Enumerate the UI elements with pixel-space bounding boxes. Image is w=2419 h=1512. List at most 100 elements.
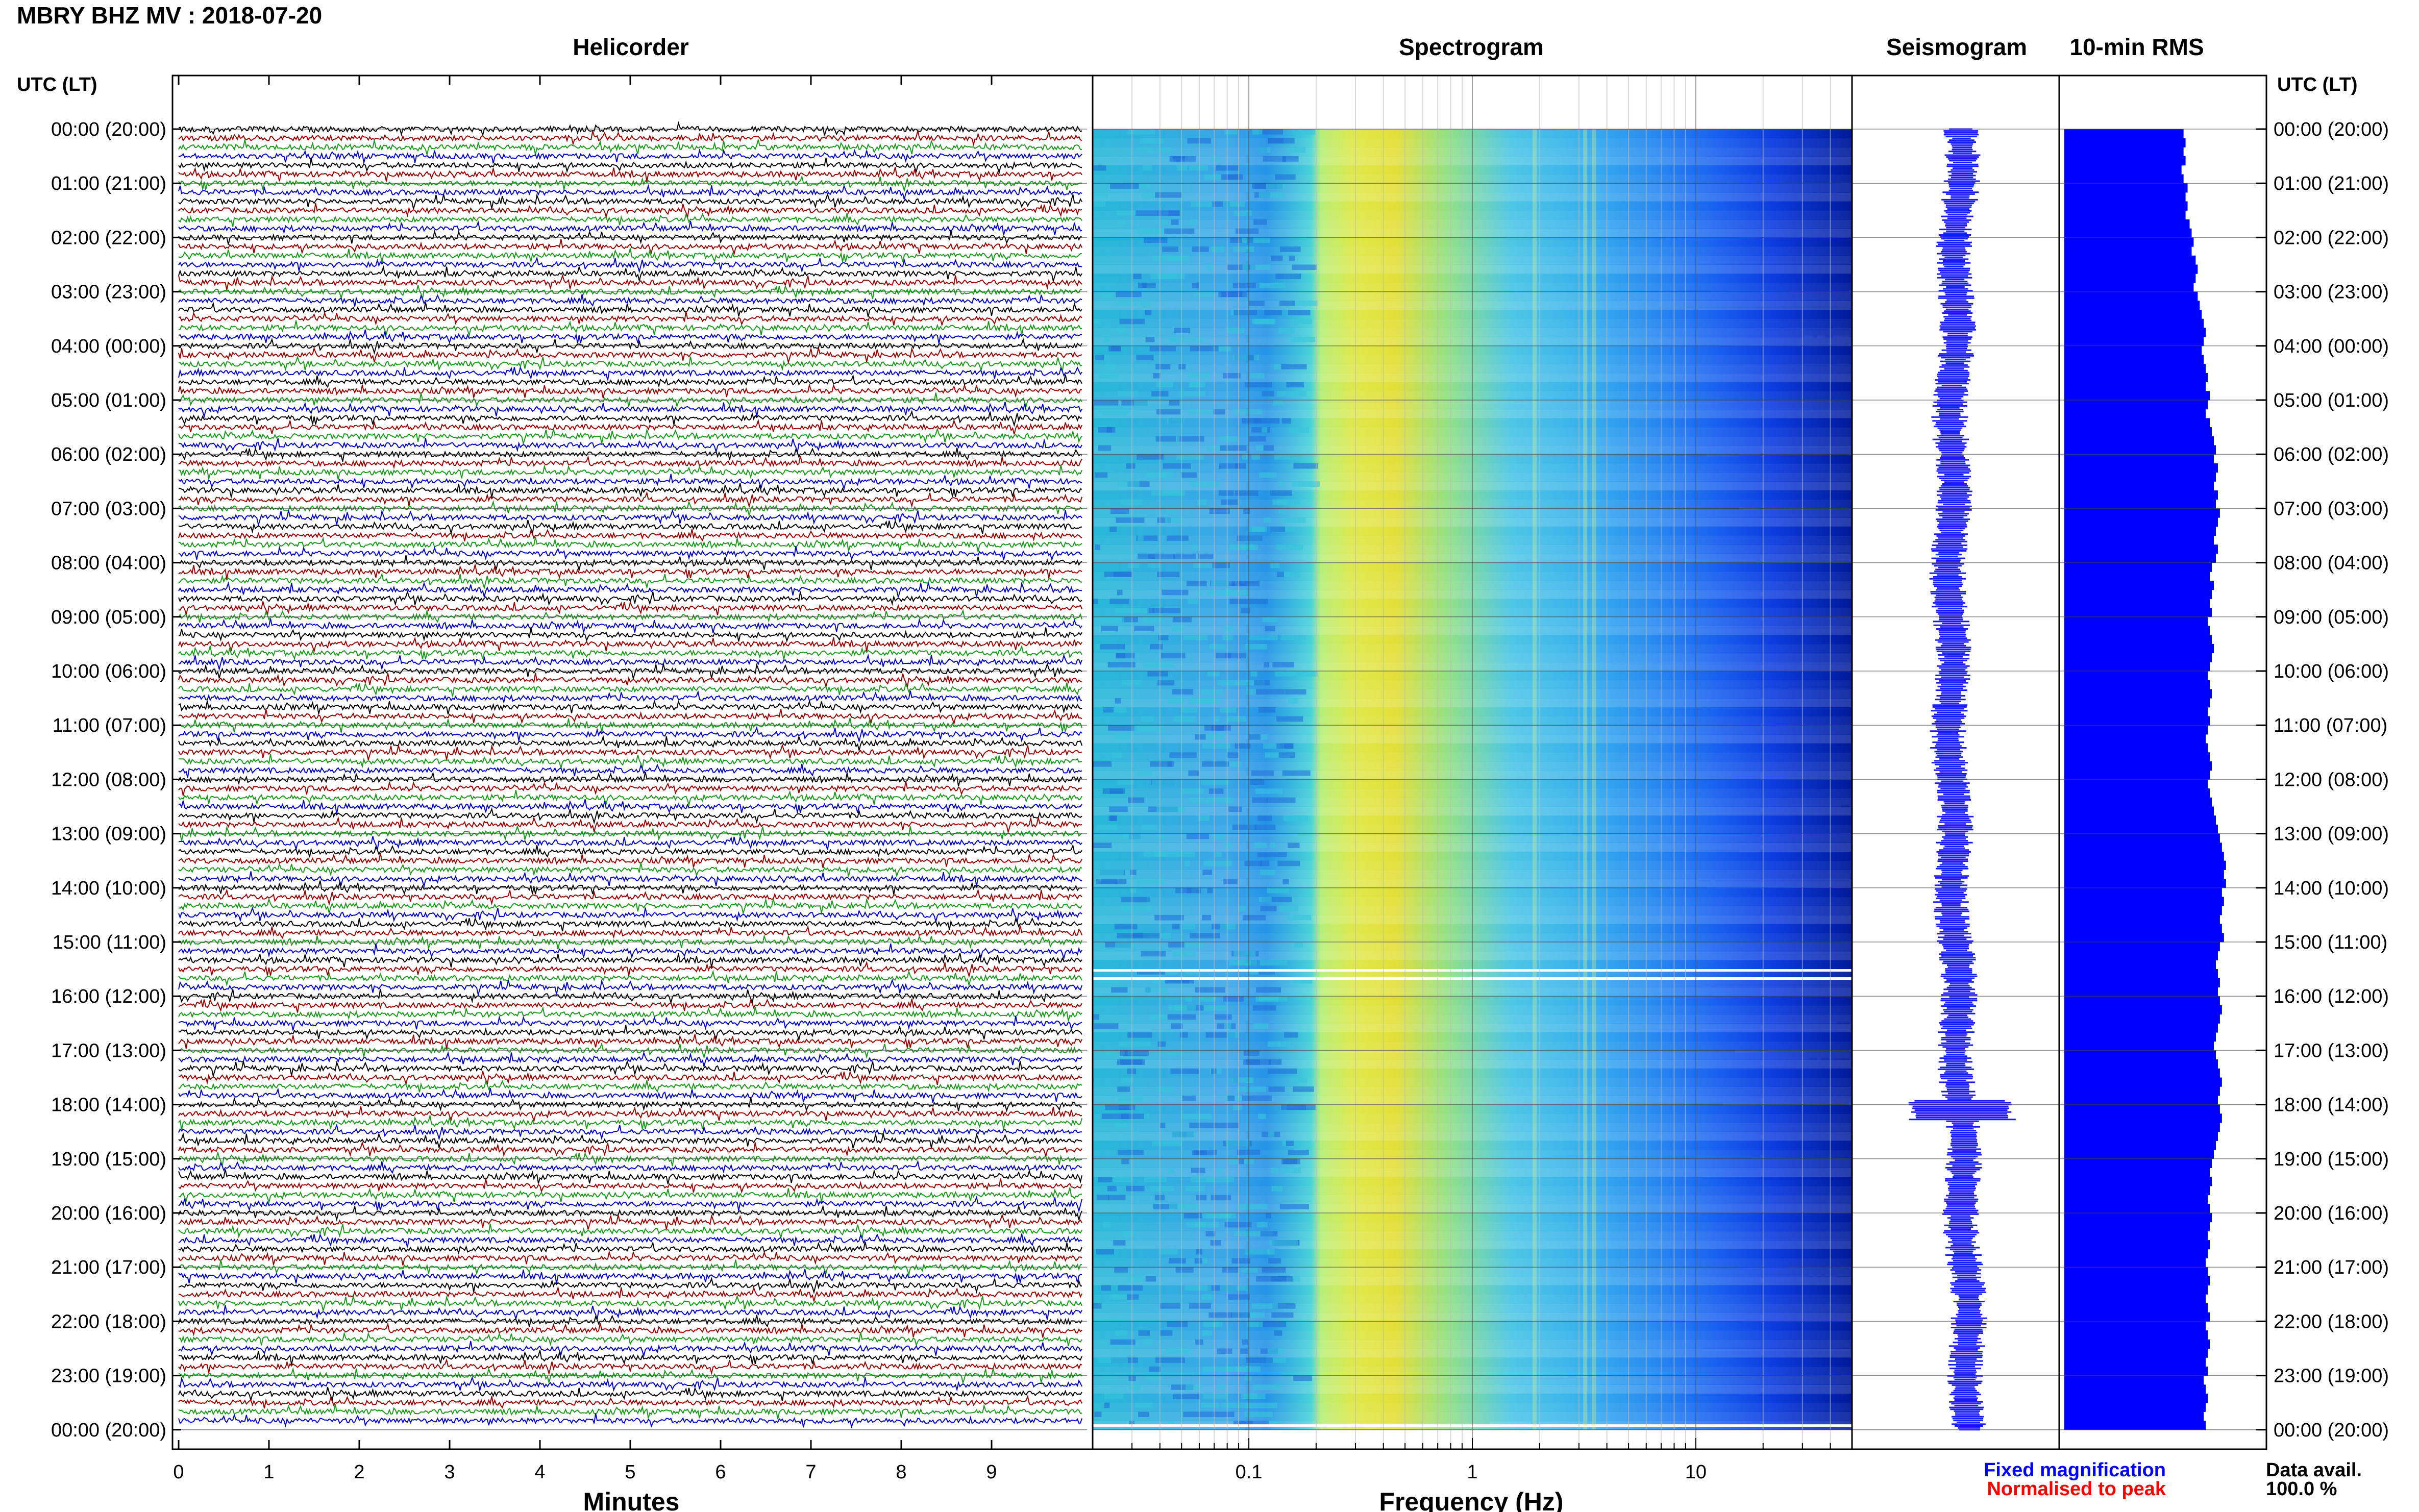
spectrogram-streak [1159, 1330, 1173, 1336]
spectrogram-streak [1270, 562, 1280, 568]
rms-bar [2064, 237, 2194, 247]
spectrogram-streak [1172, 689, 1194, 695]
spectrogram-streak [1263, 517, 1271, 523]
spectrogram-streak [1127, 1032, 1152, 1038]
spectrogram-streak [1192, 246, 1209, 252]
spectrogram-streak [1268, 1059, 1282, 1065]
helicorder-trace [178, 1080, 1082, 1093]
spectrogram-streak [1293, 1375, 1312, 1381]
helicorder-trace [178, 934, 1082, 950]
helicorder-trace [178, 220, 1082, 236]
spectrogram-streak [1184, 969, 1199, 975]
spectrogram-streak [1162, 246, 1178, 252]
spectrogram-streak [1271, 1168, 1279, 1174]
spectrogram-streak [1175, 887, 1192, 894]
spectrogram-streak [1267, 1249, 1275, 1255]
helicorder-trace [178, 807, 1082, 825]
spectrogram-streak [1258, 707, 1276, 713]
spectrogram-streak [1207, 887, 1213, 894]
spectrogram-streak [1266, 183, 1286, 189]
rms-bar [2064, 1104, 2220, 1114]
helicorder-trace [178, 917, 1082, 932]
spectrogram-streak [1141, 192, 1158, 198]
hour-label-left: 11:00 (07:00) [53, 715, 166, 736]
spectrogram-streak [1127, 129, 1155, 135]
spectrogram-streak [1251, 427, 1270, 433]
rms-bar [2064, 589, 2212, 599]
spectrogram-streak [1130, 870, 1137, 876]
spectrogram-streak [1097, 978, 1119, 984]
rms-bar [2064, 725, 2208, 735]
spectrogram-streak [1271, 1276, 1293, 1282]
minute-tick-label: 1 [263, 1461, 274, 1483]
spectrogram-streak [1281, 1168, 1301, 1174]
spectrogram-streak [1166, 535, 1189, 541]
helicorder-trace [178, 508, 1082, 527]
spectrogram-streak [1173, 1394, 1200, 1399]
spectrogram-streak [1118, 391, 1138, 396]
helicorder-trace [178, 536, 1082, 552]
rms-bar [2064, 282, 2194, 292]
spectrogram-streak [1208, 788, 1224, 794]
rms-bar [2064, 427, 2212, 437]
rms-bar [2064, 852, 2224, 861]
spectrogram-streak [1094, 165, 1106, 171]
spectrogram-streak [1236, 680, 1265, 686]
hour-label-left: 13:00 (09:00) [51, 824, 166, 845]
helicorder-trace [178, 1152, 1082, 1167]
spectrogram-streak [1117, 219, 1126, 225]
spectrogram-streak [1262, 897, 1292, 903]
helicorder-trace [178, 329, 1082, 344]
spectrogram-streak [1126, 1185, 1145, 1192]
spectrogram-streak [1252, 1005, 1276, 1011]
rms-bar [2064, 373, 2208, 383]
helicorder-trace [178, 427, 1082, 446]
rms-bar [2064, 445, 2216, 455]
hour-label-right: 06:00 (02:00) [2274, 444, 2389, 465]
spectrogram-streak [1116, 291, 1142, 298]
spectrogram-streak [1238, 906, 1246, 911]
rms-bar [2064, 264, 2198, 274]
helicorder-trace [178, 1403, 1082, 1419]
spectrogram-streak [1227, 264, 1255, 270]
helicorder-trace [178, 1087, 1082, 1103]
spectrogram-streak [1286, 1141, 1294, 1147]
hour-label-right: 20:00 (16:00) [2274, 1203, 2389, 1224]
spectrogram-streak [1117, 1086, 1130, 1092]
spectrogram-streak [1097, 824, 1118, 830]
spectrogram-streak [1216, 653, 1231, 659]
rms-bar [2064, 1041, 2214, 1051]
spectrogram-streak [1243, 1050, 1260, 1056]
spectrogram-streak [1263, 445, 1274, 451]
spectrogram-streak [1232, 1104, 1243, 1110]
spectrogram-streak [1252, 318, 1276, 325]
spectrogram-streak [1151, 779, 1175, 785]
spectrogram-streak [1107, 1195, 1126, 1201]
rms-bar [2064, 779, 2208, 789]
spectrogram-streak [1217, 1348, 1232, 1354]
spectrogram-streak [1095, 544, 1100, 550]
rms-bar [2064, 626, 2210, 635]
spectrogram-streak [1281, 418, 1291, 424]
rms-bar [2064, 1339, 2210, 1349]
rms-bar [2064, 1394, 2208, 1403]
helicorder-trace [178, 1034, 1082, 1049]
rms-bar [2064, 246, 2192, 256]
hour-label-right: 13:00 (09:00) [2274, 824, 2389, 845]
spectrogram-streak [1208, 1312, 1232, 1318]
rms-bar [2064, 1267, 2208, 1277]
spectrogram-streak [1264, 662, 1270, 667]
rms-bar [2064, 1375, 2204, 1385]
spectrogram-streak [1179, 391, 1205, 396]
helicorder-trace [178, 212, 1082, 227]
spectrogram-streak [1133, 725, 1148, 731]
rms-bar [2064, 129, 2184, 139]
spectrogram-streak [1212, 924, 1227, 930]
helicorder-trace [178, 835, 1082, 852]
spectrogram-streak [1235, 490, 1258, 496]
spectrogram-streak [1233, 951, 1256, 957]
hour-label-right: 12:00 (08:00) [2274, 769, 2389, 790]
helicorder-trace [178, 988, 1082, 1005]
spectrogram-streak [1203, 860, 1232, 866]
rms-bar [2064, 409, 2206, 418]
